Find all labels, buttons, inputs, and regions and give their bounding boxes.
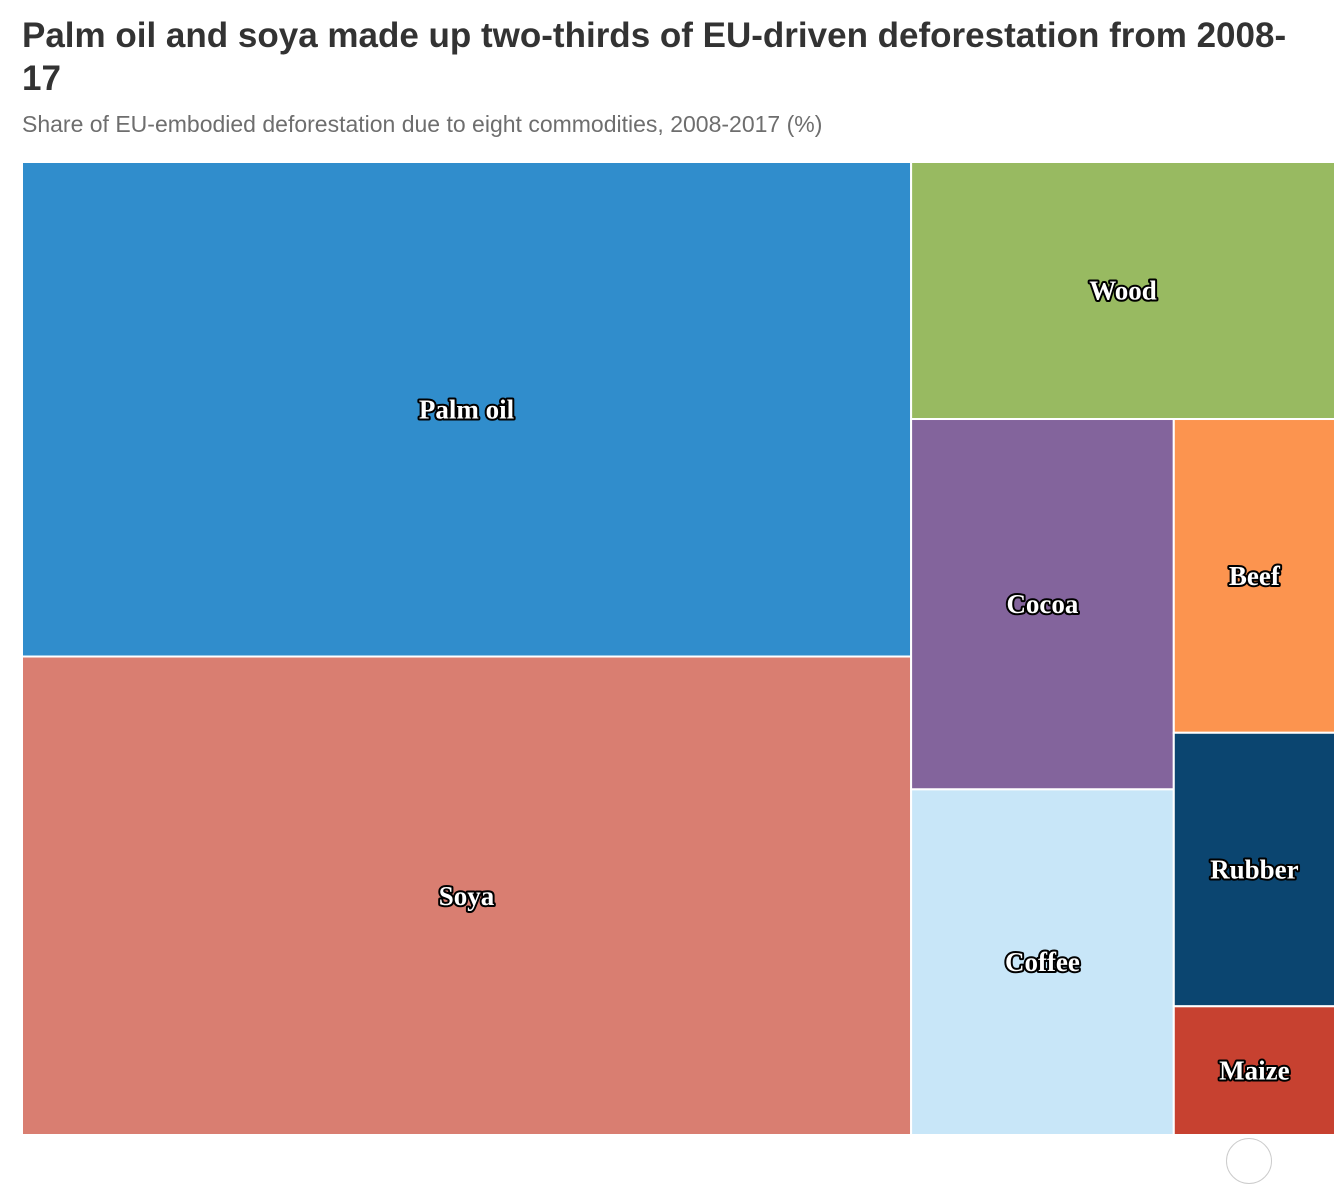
tile-coffee[interactable] <box>910 788 1175 1136</box>
tile-label-coffee: Coffee <box>1005 947 1080 977</box>
tile-label-rubber: Rubber <box>1210 855 1299 885</box>
tile-soya[interactable] <box>21 655 913 1137</box>
tile-label-cocoa: Cocoa <box>1006 589 1078 619</box>
treemap-chart: Palm oil Soya Wood Cocoa Coffee Beef Rubber Mai… <box>21 161 1337 1137</box>
tile-label-maize: Maize <box>1219 1056 1289 1086</box>
tile-rubber[interactable] <box>1172 731 1337 1008</box>
tile-label-soya: Soya <box>439 881 495 911</box>
tile-label-beef: Beef <box>1229 561 1281 591</box>
chart-subtitle: Share of EU-embodied deforestation due t… <box>22 111 823 137</box>
tile-beef[interactable] <box>1172 418 1337 734</box>
tile-maize[interactable] <box>1172 1005 1337 1137</box>
scroll-hint-icon[interactable] <box>1226 1138 1272 1184</box>
chart-title: Palm oil and soya made up two-thirds of … <box>22 16 1287 98</box>
tile-label-palm-oil: Palm oil <box>419 394 515 424</box>
tile-label-wood: Wood <box>1089 276 1157 306</box>
